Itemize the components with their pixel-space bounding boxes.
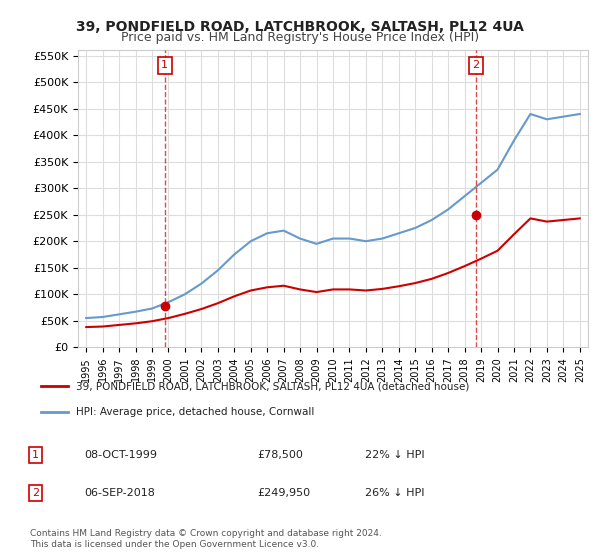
Text: HPI: Average price, detached house, Cornwall: HPI: Average price, detached house, Corn… [76,407,314,417]
Text: 2: 2 [472,60,479,70]
Text: 22% ↓ HPI: 22% ↓ HPI [365,450,424,460]
Text: Contains HM Land Registry data © Crown copyright and database right 2024.
This d: Contains HM Land Registry data © Crown c… [30,529,382,549]
Text: £78,500: £78,500 [257,450,302,460]
Text: £249,950: £249,950 [257,488,310,498]
Text: 39, PONDFIELD ROAD, LATCHBROOK, SALTASH, PL12 4UA: 39, PONDFIELD ROAD, LATCHBROOK, SALTASH,… [76,20,524,34]
Text: 06-SEP-2018: 06-SEP-2018 [84,488,155,498]
Text: 39, PONDFIELD ROAD, LATCHBROOK, SALTASH, PL12 4UA (detached house): 39, PONDFIELD ROAD, LATCHBROOK, SALTASH,… [76,381,469,391]
Text: 2: 2 [32,488,39,498]
Text: 08-OCT-1999: 08-OCT-1999 [84,450,157,460]
Text: Price paid vs. HM Land Registry's House Price Index (HPI): Price paid vs. HM Land Registry's House … [121,31,479,44]
Text: 1: 1 [32,450,39,460]
Text: 1: 1 [161,60,168,70]
Text: 26% ↓ HPI: 26% ↓ HPI [365,488,424,498]
